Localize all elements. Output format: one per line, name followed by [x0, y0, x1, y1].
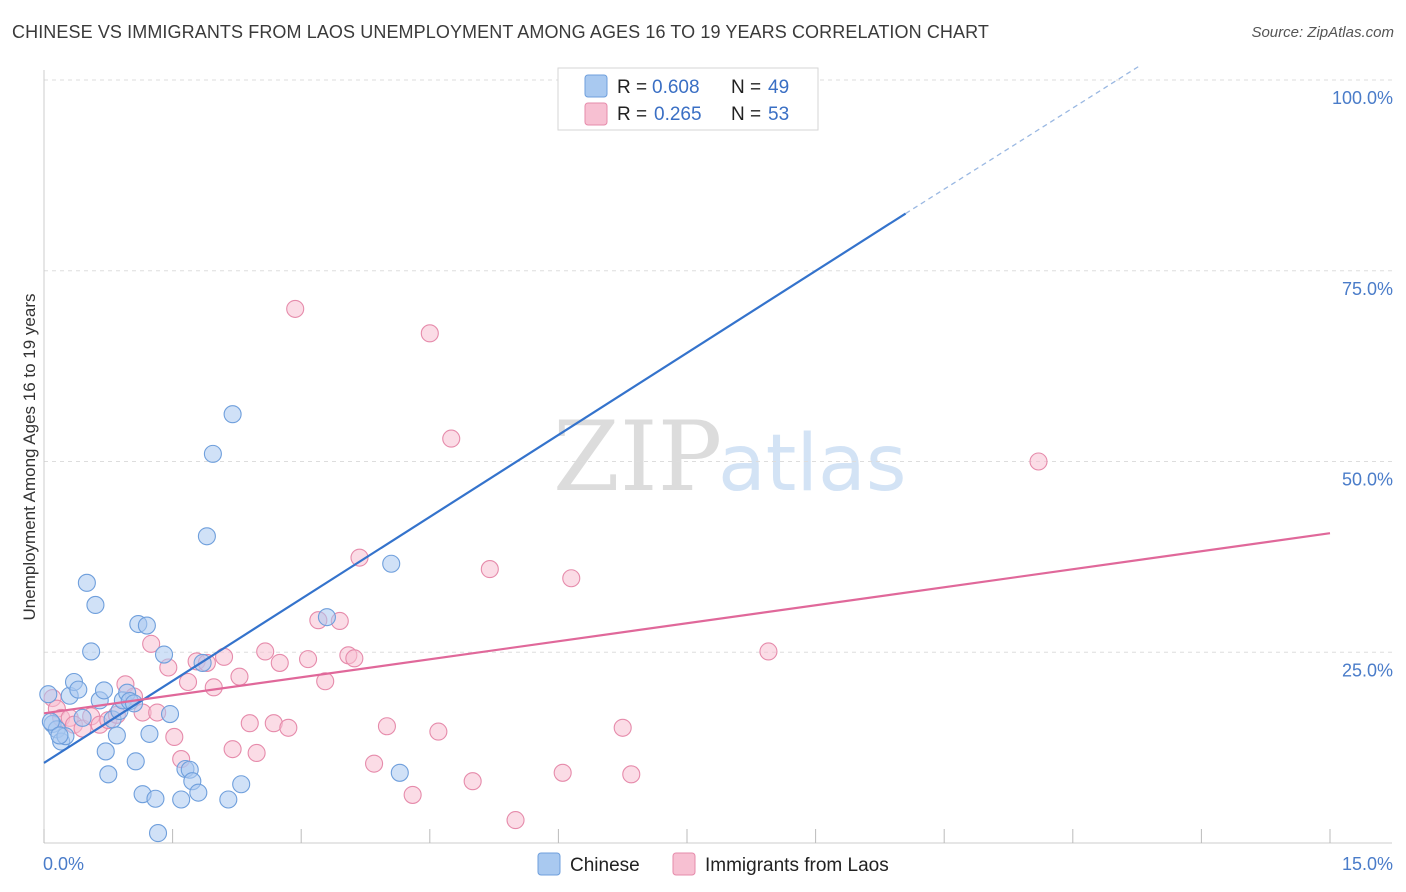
laos-point-46 [480, 560, 499, 579]
chinese-point-36 [189, 783, 208, 802]
laos-point-31 [286, 299, 305, 318]
laos-point-27 [256, 642, 275, 661]
chinese-point-42 [232, 775, 251, 794]
chinese-point-48 [50, 726, 69, 745]
laos-point-25 [240, 714, 259, 733]
chinese-point-40 [219, 790, 238, 809]
chinese-point-14 [96, 742, 115, 761]
watermark: ZIP atlas [553, 401, 907, 513]
chinese-trend-extension [905, 64, 1142, 215]
chinese-point-43 [317, 608, 336, 627]
laos-point-39 [365, 754, 384, 773]
laos-points [43, 299, 1048, 830]
chinese-trend-line [43, 212, 907, 764]
legend-n-label-laos: N = [731, 104, 761, 125]
legend-swatch-chinese [584, 74, 608, 98]
y-tick-label-100: 100.0% [1332, 88, 1393, 108]
laos-point-32 [299, 650, 318, 669]
chinese-point-27 [140, 724, 159, 743]
chinese-point-39 [203, 444, 222, 463]
laos-point-29 [270, 653, 289, 672]
laos-point-42 [420, 324, 439, 343]
chinese-point-26 [137, 616, 156, 635]
chinese-point-0 [39, 685, 58, 704]
chinese-point-9 [77, 573, 96, 592]
laos-point-37 [345, 649, 364, 668]
laos-point-24 [230, 667, 249, 686]
chinese-point-7 [69, 680, 88, 699]
chinese-point-15 [99, 765, 118, 784]
chinese-point-10 [82, 642, 101, 661]
laos-point-16 [165, 727, 184, 746]
chinese-points [39, 70, 765, 843]
legend: R = 0.608 N = 49 R = 0.265 N = 53 [557, 67, 819, 131]
chinese-point-31 [160, 705, 180, 724]
chinese-point-32 [172, 790, 191, 809]
laos-point-30 [279, 718, 298, 737]
laos-point-41 [403, 785, 422, 804]
laos-point-47 [506, 811, 525, 830]
chinese-point-45 [390, 763, 409, 782]
bottom-legend-swatch-laos [672, 852, 696, 876]
laos-point-45 [463, 772, 482, 791]
chinese-point-17 [107, 726, 126, 745]
legend-r-label-laos: R = [617, 104, 647, 125]
laos-point-18 [178, 672, 198, 692]
laos-point-44 [442, 429, 461, 448]
laos-point-34 [316, 672, 335, 691]
legend-r-value-chinese: 0.608 [652, 77, 700, 98]
bottom-legend-laos: Immigrants from Laos [705, 855, 889, 876]
legend-n-label-chinese: N = [731, 77, 761, 98]
laos-point-40 [377, 717, 396, 736]
laos-point-50 [613, 718, 632, 737]
chinese-point-38 [197, 527, 216, 546]
y-tick-label-50: 50.0% [1342, 470, 1393, 490]
source-label: Source: ZipAtlas.com [1251, 24, 1394, 41]
chinese-point-44 [382, 554, 401, 573]
y-tick-label-75: 75.0% [1342, 279, 1393, 299]
trend-lines [43, 64, 1331, 764]
legend-n-value-chinese: 49 [768, 77, 789, 98]
chinese-point-41 [223, 405, 242, 424]
chinese-point-11 [86, 595, 105, 614]
laos-point-48 [553, 763, 572, 782]
chinese-point-29 [148, 824, 168, 843]
y-tick-label-25: 25.0% [1342, 660, 1393, 680]
x-tick-max: 15.0% [1342, 854, 1393, 874]
laos-point-13 [142, 634, 161, 653]
watermark-zip: ZIP [553, 401, 722, 513]
axes: 25.0% 50.0% 75.0% 100.0% [43, 70, 1393, 844]
bottom-legend-chinese: Chinese [570, 855, 640, 876]
chinese-point-28 [146, 789, 165, 808]
chart-title: CHINESE VS IMMIGRANTS FROM LAOS UNEMPLOY… [12, 22, 990, 42]
laos-point-49 [562, 569, 581, 588]
chinese-point-13 [94, 681, 114, 700]
watermark-atlas: atlas [718, 419, 907, 509]
chinese-point-30 [154, 645, 174, 664]
bottom-legend-swatch-chinese [537, 852, 561, 876]
laos-point-23 [223, 740, 242, 759]
laos-point-51 [622, 765, 641, 784]
laos-point-38 [350, 548, 369, 567]
legend-r-label-chinese: R = [617, 77, 647, 98]
chinese-point-24 [126, 752, 145, 771]
laos-point-43 [429, 722, 448, 741]
laos-trend-line [43, 532, 1331, 715]
legend-n-value-laos: 53 [768, 104, 789, 125]
legend-r-value-laos: 0.265 [654, 104, 702, 125]
laos-point-21 [204, 678, 223, 697]
chinese-point-8 [73, 708, 92, 727]
gridlines [44, 79, 1392, 653]
laos-point-52 [759, 642, 778, 661]
legend-swatch-laos [584, 102, 608, 126]
bottom-legend: Chinese Immigrants from Laos [537, 852, 889, 876]
laos-point-26 [247, 743, 266, 763]
laos-point-53 [1029, 452, 1048, 471]
y-axis-label: Unemployment Among Ages 16 to 19 years [20, 294, 39, 621]
x-tick-min: 0.0% [43, 854, 84, 874]
